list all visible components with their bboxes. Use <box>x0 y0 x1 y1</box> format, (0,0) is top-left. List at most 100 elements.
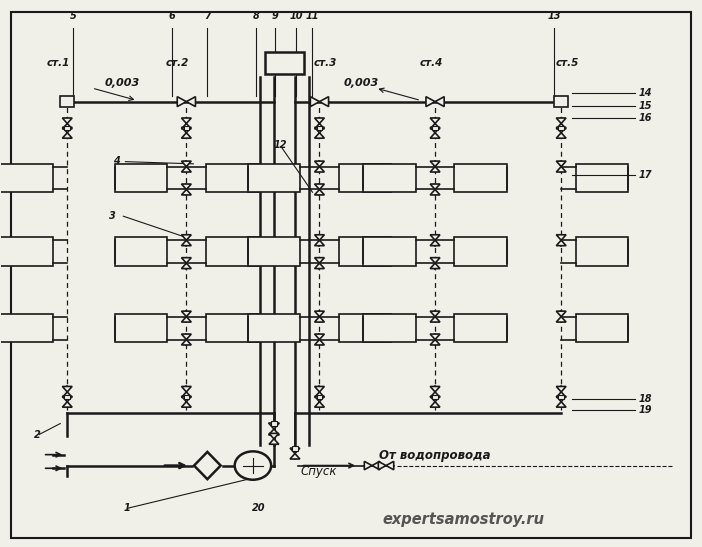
Polygon shape <box>430 263 440 269</box>
Bar <box>432 126 438 130</box>
Polygon shape <box>181 386 191 392</box>
Polygon shape <box>181 118 191 124</box>
Polygon shape <box>181 184 191 189</box>
Polygon shape <box>556 311 566 317</box>
Polygon shape <box>430 386 440 392</box>
Polygon shape <box>314 396 324 401</box>
Bar <box>339 164 391 192</box>
Polygon shape <box>314 386 324 392</box>
Text: 5: 5 <box>69 11 77 21</box>
Polygon shape <box>556 317 566 322</box>
Text: expertsamostroy.ru: expertsamostroy.ru <box>383 513 545 527</box>
Polygon shape <box>269 433 279 439</box>
Polygon shape <box>556 124 566 129</box>
Polygon shape <box>372 461 380 470</box>
Text: ст.1: ст.1 <box>46 58 69 68</box>
Polygon shape <box>181 124 191 129</box>
Bar <box>206 164 258 192</box>
Circle shape <box>234 451 271 480</box>
Polygon shape <box>556 392 566 397</box>
Bar <box>271 421 277 426</box>
Polygon shape <box>556 118 566 124</box>
Polygon shape <box>430 127 440 133</box>
Polygon shape <box>556 161 566 166</box>
Polygon shape <box>314 166 324 172</box>
Bar <box>65 394 70 399</box>
Polygon shape <box>314 133 324 138</box>
Polygon shape <box>62 124 72 129</box>
Polygon shape <box>186 97 195 107</box>
Polygon shape <box>314 401 324 407</box>
Polygon shape <box>430 118 440 124</box>
Polygon shape <box>290 453 300 459</box>
Polygon shape <box>310 97 319 107</box>
Bar <box>558 394 564 399</box>
Text: 10: 10 <box>290 11 303 21</box>
Bar <box>183 126 189 130</box>
Bar <box>339 314 391 342</box>
Text: Спуск: Спуск <box>300 465 337 479</box>
Text: 11: 11 <box>305 11 319 21</box>
Polygon shape <box>314 334 324 340</box>
Polygon shape <box>314 235 324 240</box>
Bar <box>432 394 438 399</box>
Polygon shape <box>181 127 191 133</box>
Polygon shape <box>430 258 440 263</box>
Polygon shape <box>314 311 324 317</box>
Text: 13: 13 <box>548 11 561 21</box>
Bar <box>0 237 53 266</box>
Polygon shape <box>430 334 440 340</box>
Polygon shape <box>556 386 566 392</box>
Polygon shape <box>62 396 72 401</box>
Polygon shape <box>181 311 191 317</box>
Bar <box>248 314 300 342</box>
Text: 8: 8 <box>253 11 260 21</box>
Polygon shape <box>314 124 324 129</box>
Text: 7: 7 <box>204 11 211 21</box>
Polygon shape <box>430 401 440 407</box>
Polygon shape <box>181 189 191 195</box>
Polygon shape <box>269 423 279 429</box>
Bar <box>206 314 258 342</box>
Bar <box>454 237 507 266</box>
Polygon shape <box>181 401 191 407</box>
Bar <box>317 126 322 130</box>
Polygon shape <box>181 317 191 322</box>
Bar <box>576 314 628 342</box>
Polygon shape <box>386 461 394 470</box>
Polygon shape <box>556 235 566 240</box>
Polygon shape <box>430 124 440 129</box>
Polygon shape <box>314 240 324 246</box>
Polygon shape <box>62 401 72 407</box>
Text: 16: 16 <box>638 113 651 123</box>
Polygon shape <box>430 184 440 189</box>
Bar <box>554 96 568 107</box>
Text: От водопровода: От водопровода <box>379 449 491 462</box>
Text: 6: 6 <box>169 11 176 21</box>
Polygon shape <box>430 317 440 322</box>
Polygon shape <box>269 429 279 435</box>
Text: 9: 9 <box>272 11 279 21</box>
Text: 18: 18 <box>638 394 651 404</box>
Text: ст.4: ст.4 <box>420 58 443 68</box>
Bar <box>114 164 167 192</box>
Text: ст.3: ст.3 <box>314 58 337 68</box>
Polygon shape <box>62 392 72 397</box>
Text: 12: 12 <box>274 140 287 150</box>
Text: 2: 2 <box>34 430 41 440</box>
Text: 3: 3 <box>110 211 116 221</box>
Polygon shape <box>364 461 372 470</box>
Polygon shape <box>556 166 566 172</box>
Polygon shape <box>181 161 191 166</box>
Polygon shape <box>62 118 72 124</box>
Polygon shape <box>314 392 324 397</box>
Text: 4: 4 <box>113 156 119 166</box>
Text: 20: 20 <box>251 503 265 513</box>
Bar <box>317 394 322 399</box>
Polygon shape <box>319 97 329 107</box>
Polygon shape <box>430 240 440 246</box>
Polygon shape <box>62 127 72 133</box>
Polygon shape <box>556 240 566 246</box>
Polygon shape <box>181 258 191 263</box>
Polygon shape <box>430 340 440 345</box>
